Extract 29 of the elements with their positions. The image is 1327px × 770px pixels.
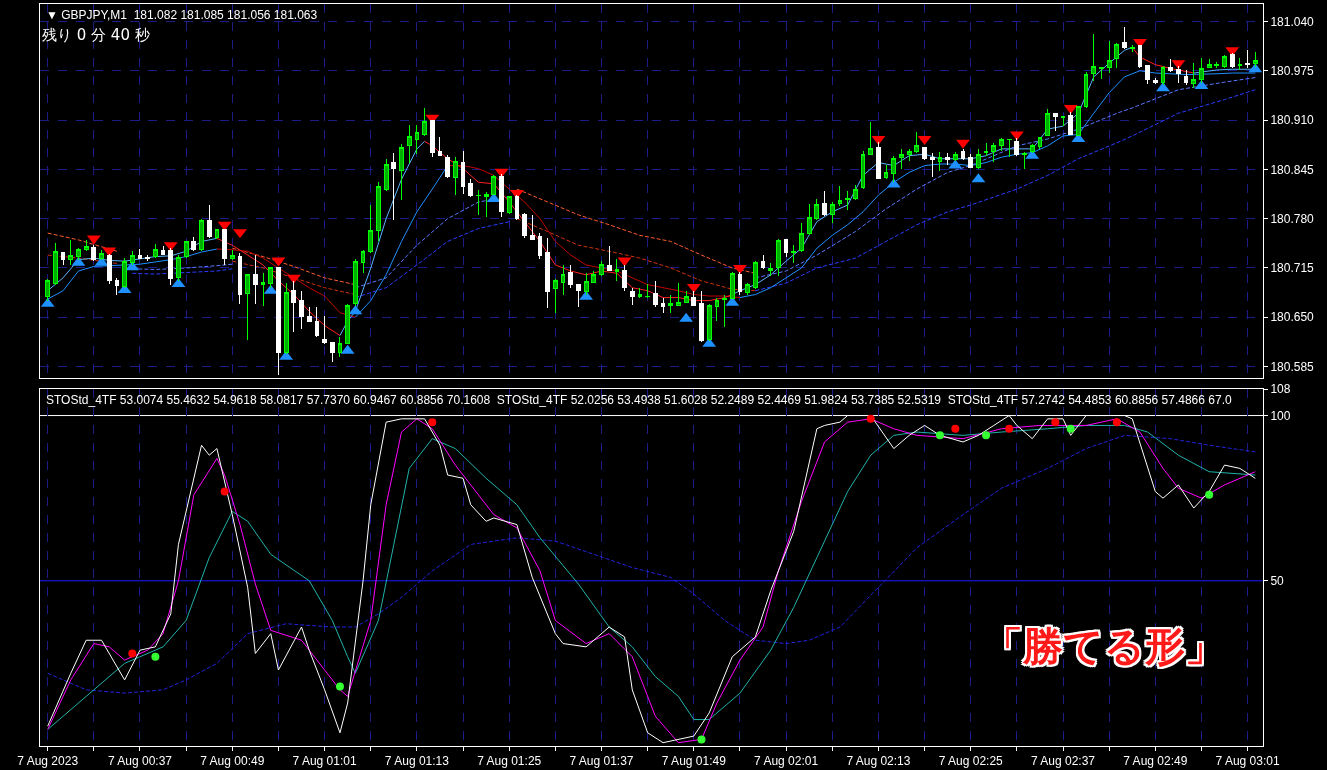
y-tick-label: 181.040 xyxy=(1270,14,1315,29)
chart-title: STOStd_4TF 53.0074 55.4632 54.9618 58.0817 57.7370 60.9467 60.8856 70.1608 STOStd_4TF 52.0256 53.4938 51.6028 52.2489 52.4469 51.9824 53.7385 52.5319 STOStd_4TF 57.2742 54.4853 60.8856 57.4866 67.0 xyxy=(46,393,1232,407)
x-tick-label: 7 Aug 00:37 xyxy=(107,754,173,769)
x-tick-label: 7 Aug 02:25 xyxy=(938,754,1004,769)
y-tick-label: 180.780 xyxy=(1270,211,1315,226)
y-tick-label: 180.585 xyxy=(1270,359,1315,374)
x-tick-label: 7 Aug 02:01 xyxy=(754,754,819,769)
y-tick-label: 180.715 xyxy=(1270,261,1315,276)
text: 残り 0 分 40 秒 xyxy=(42,26,150,44)
x-tick-label: 7 Aug 2023 xyxy=(17,754,79,769)
x-tick-label: 7 Aug 02:13 xyxy=(846,754,911,769)
x-tick-label: 7 Aug 01:49 xyxy=(661,754,727,769)
x-tick-label: 7 Aug 02:37 xyxy=(1030,754,1096,769)
y-tick-label: 180.845 xyxy=(1270,162,1315,177)
annotation: 「勝てる形」 xyxy=(983,623,1225,669)
y-tick-label: 50 xyxy=(1270,573,1285,588)
y-tick-label: 180.910 xyxy=(1270,113,1315,128)
y-tick-label: 180.650 xyxy=(1270,310,1315,325)
x-tick-label: 7 Aug 02:49 xyxy=(1123,754,1188,769)
x-tick-label: 7 Aug 01:13 xyxy=(384,754,450,769)
x-tick-label: 7 Aug 03:01 xyxy=(1215,754,1280,769)
x-tick-label: 7 Aug 01:25 xyxy=(477,754,542,769)
x-tick-label: 7 Aug 00:49 xyxy=(200,754,265,769)
chart-title: ▼ GBPJPY,M1 181.082 181.085 181.056 181.063 xyxy=(46,8,318,22)
y-tick-label: 180.975 xyxy=(1270,63,1315,78)
y-tick-label: 108 xyxy=(1270,382,1291,397)
x-tick-label: 7 Aug 01:01 xyxy=(292,754,357,769)
x-tick-label: 7 Aug 01:37 xyxy=(569,754,634,769)
y-tick-label: 100 xyxy=(1270,408,1291,423)
